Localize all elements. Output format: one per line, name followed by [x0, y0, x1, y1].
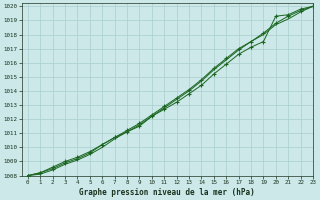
- X-axis label: Graphe pression niveau de la mer (hPa): Graphe pression niveau de la mer (hPa): [79, 188, 255, 197]
